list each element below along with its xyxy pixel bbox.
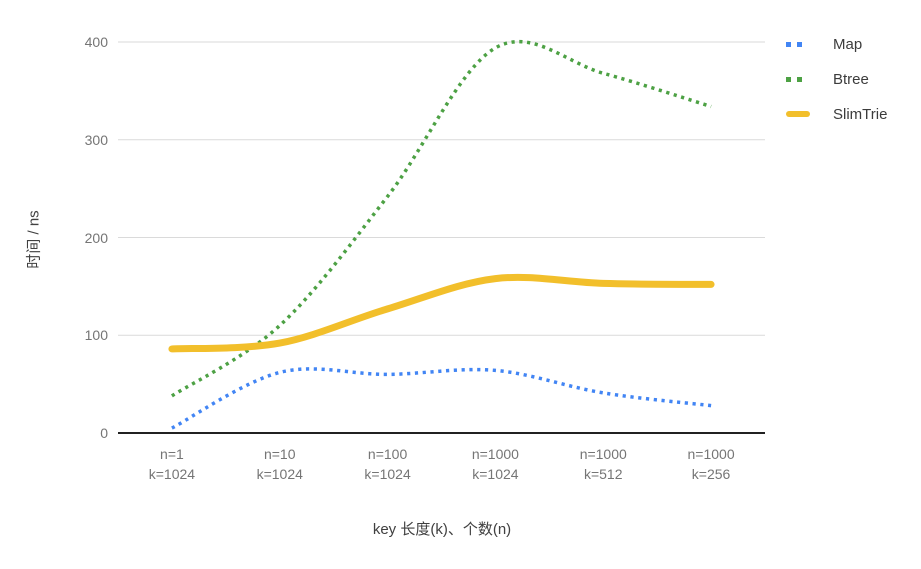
swatch-dot: [797, 76, 802, 82]
dotted-line-swatch-icon: [786, 76, 824, 82]
x-tick-label: n=1000 k=1024: [447, 444, 543, 484]
y-axis-title: 时间 / ns: [25, 210, 43, 269]
x-tick-line1: n=100: [367, 446, 408, 462]
x-tick-line1: n=10: [263, 446, 296, 462]
y-tick-label: 200: [84, 229, 108, 246]
x-tick-label: n=1 k=1024: [124, 444, 220, 484]
series-line-slimtrie: [168, 273, 715, 353]
legend-label: SlimTrie: [833, 105, 888, 123]
swatch-dot: [786, 41, 791, 47]
y-tick-label: 0: [100, 425, 108, 441]
legend: Map Btree SlimTrie: [786, 30, 887, 135]
y-tick-label: 100: [84, 327, 108, 344]
legend-item-slimtrie: SlimTrie: [786, 100, 887, 128]
x-tick-label: n=10 k=1024: [232, 444, 328, 484]
y-tick-label: 400: [84, 34, 108, 50]
x-tick-line1: n=1000: [471, 446, 519, 462]
solid-line-swatch-icon: [786, 111, 824, 117]
x-tick-line2: k=256: [691, 466, 731, 482]
x-tick-label: n=1000 k=256: [663, 444, 759, 484]
x-tick-line1: n=1000: [687, 446, 735, 462]
x-tick-line2: k=1024: [472, 466, 519, 482]
x-tick-label: n=1000 k=512: [555, 444, 651, 484]
x-tick-line2: k=1024: [148, 466, 196, 482]
y-tick-label: 300: [84, 131, 108, 148]
series-line-map: [171, 367, 712, 430]
legend-item-btree: Btree: [786, 65, 887, 93]
dotted-line-swatch-icon: [786, 41, 824, 47]
x-tick-line2: k=1024: [256, 466, 303, 482]
swatch-bar: [786, 111, 810, 117]
swatch-dot: [786, 76, 791, 82]
legend-label: Map: [833, 35, 863, 53]
series-line-btree: [170, 40, 712, 398]
swatch-dot: [797, 41, 802, 47]
x-tick-line1: n=1000: [579, 446, 627, 462]
legend-label: Btree: [833, 70, 869, 88]
legend-item-map: Map: [786, 30, 887, 58]
x-tick-line1: n=1: [160, 446, 184, 462]
x-tick-label: n=100 k=1024: [340, 444, 436, 484]
x-axis-title: key 长度(k)、个数(n): [372, 521, 512, 538]
x-tick-line2: k=1024: [364, 466, 411, 482]
x-tick-line2: k=512: [583, 466, 623, 482]
